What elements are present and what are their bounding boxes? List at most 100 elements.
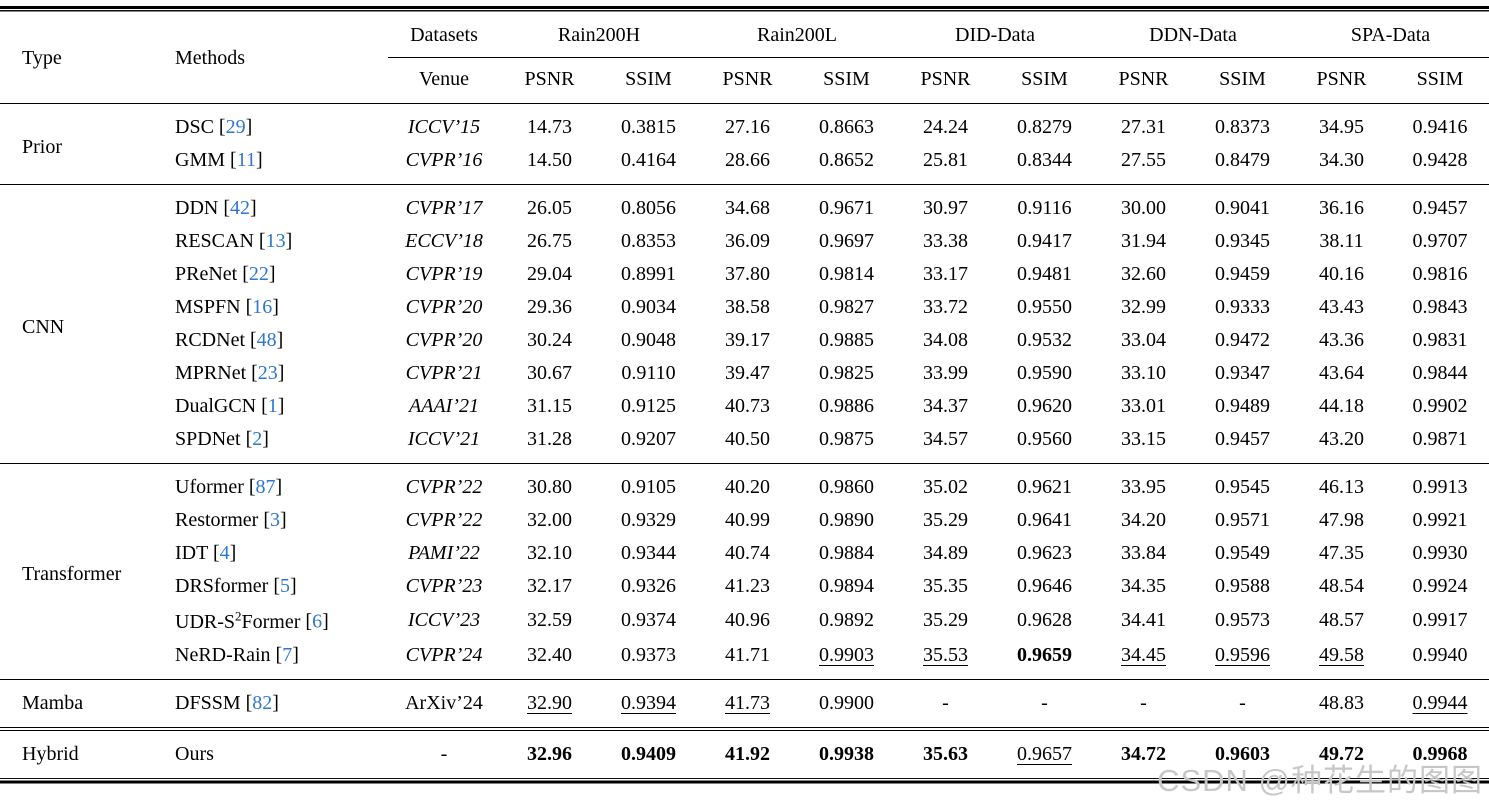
metric-cell: 0.9041 <box>1193 184 1292 225</box>
metric-value: 0.4164 <box>621 149 676 171</box>
table-row: DRSformer [5] CVPR’23 32.17 0.9326 41.23 0.98… <box>0 570 1489 603</box>
citation-link[interactable]: 11 <box>236 149 256 171</box>
metric-value: 0.9110 <box>621 362 676 384</box>
metric-cell: 40.50 <box>698 423 797 464</box>
metric-value: 30.24 <box>527 329 572 351</box>
citation-link[interactable]: 7 <box>282 643 293 666</box>
metric-value: 0.9844 <box>1412 362 1468 384</box>
table-top-rule <box>0 6 1489 12</box>
table-row: Restormer [3] CVPR’22 32.00 0.9329 40.99 0.98… <box>0 504 1489 537</box>
metric-cell: 39.47 <box>698 357 797 390</box>
metric-value: 32.10 <box>527 542 572 564</box>
metric-cell: 0.9550 <box>995 291 1094 324</box>
metric-value: 0.9333 <box>1215 296 1270 318</box>
table-row: DualGCN [1] AAAI’21 31.15 0.9125 40.73 0.9886… <box>0 390 1489 423</box>
results-table-container: Type Methods Datasets Rain200H Rain200L … <box>0 6 1489 784</box>
citation-link[interactable]: 13 <box>265 230 286 252</box>
header-psnr: PSNR <box>500 57 599 104</box>
metric-value: 0.9048 <box>621 329 676 351</box>
venue-cell: CVPR’20 <box>405 296 483 318</box>
header-dataset-rain200h: Rain200H <box>500 12 698 58</box>
metric-cell: 39.17 <box>698 324 797 357</box>
metric-cell: 25.81 <box>896 144 995 185</box>
metric-value: 0.9884 <box>819 542 874 564</box>
metric-cell: 31.28 <box>500 423 599 464</box>
metric-cell: 0.9489 <box>1193 390 1292 423</box>
metric-value: 0.9125 <box>621 395 676 417</box>
table-row: RESCAN [13] ECCV’18 26.75 0.8353 36.09 0.9697… <box>0 225 1489 258</box>
citation-link[interactable]: 5 <box>280 575 290 597</box>
venue-cell: CVPR’21 <box>405 362 483 384</box>
citation-link[interactable]: 16 <box>252 296 273 318</box>
metric-cell: 34.72 <box>1094 726 1193 778</box>
method-cell: DDN [42] <box>150 184 388 225</box>
metric-value: 0.9697 <box>819 230 874 252</box>
group-hybrid: Hybrid Ours - 32.96 0.9409 41.92 0.9938 35.63 0.… <box>0 726 1489 778</box>
citation-link[interactable]: 29 <box>225 116 246 138</box>
citation-link[interactable]: 48 <box>256 329 277 351</box>
metric-cell: 0.9843 <box>1391 291 1489 324</box>
metric-value: 0.9628 <box>1017 609 1072 632</box>
metric-cell: 0.8344 <box>995 144 1094 185</box>
metric-cell: 29.36 <box>500 291 599 324</box>
metric-cell: 41.73 <box>698 678 797 729</box>
metric-cell: 0.9884 <box>797 537 896 570</box>
type-cell: Prior <box>22 136 62 158</box>
method-name: MPRNet <box>175 362 247 384</box>
method-name: DSC <box>175 116 214 138</box>
venue-cell: CVPR’16 <box>405 149 483 171</box>
metric-cell: 0.9590 <box>995 357 1094 390</box>
metric-cell: 48.54 <box>1292 570 1391 603</box>
metric-value: 0.9938 <box>819 742 874 765</box>
metric-value: 48.54 <box>1319 575 1364 597</box>
metric-cell: 32.40 <box>500 639 599 680</box>
metric-cell: 0.8479 <box>1193 144 1292 185</box>
metric-cell: 0.9588 <box>1193 570 1292 603</box>
metric-cell: 36.09 <box>698 225 797 258</box>
citation-link[interactable]: 1 <box>267 395 278 417</box>
metric-cell: 0.9968 <box>1391 726 1489 778</box>
table-row: NeRD-Rain [7] CVPR’24 32.40 0.9373 41.71 0.99… <box>0 639 1489 680</box>
method-cell: IDT [4] <box>175 542 237 564</box>
metric-value: 32.17 <box>527 575 572 597</box>
metric-value: 0.9816 <box>1412 263 1468 285</box>
metric-value: 33.01 <box>1121 395 1166 417</box>
citation-link[interactable]: 22 <box>248 263 269 285</box>
metric-cell: 32.99 <box>1094 291 1193 324</box>
citation-link[interactable]: 42 <box>230 197 251 219</box>
metric-value: 33.84 <box>1121 542 1166 564</box>
metric-value: 41.71 <box>725 643 770 666</box>
metric-cell: 0.9034 <box>599 291 698 324</box>
metric-value: 0.9671 <box>819 197 874 219</box>
citation-link[interactable]: 3 <box>269 509 280 531</box>
metric-value: 0.9207 <box>621 428 676 450</box>
metric-value: 37.80 <box>725 263 770 285</box>
venue-cell: CVPR’17 <box>388 184 500 225</box>
metric-value: 0.9892 <box>819 609 874 632</box>
citation-link[interactable]: 23 <box>257 362 278 384</box>
metric-value: 33.99 <box>923 362 968 384</box>
metric-cell: 0.9459 <box>1193 258 1292 291</box>
method-name: RCDNet <box>175 329 245 351</box>
citation-link[interactable]: 2 <box>252 428 263 450</box>
metric-value: 32.59 <box>527 609 572 632</box>
method-cell: UDR-S2Former [6] <box>175 608 329 633</box>
table-header: Type Methods Datasets Rain200H Rain200L … <box>0 12 1489 104</box>
metric-cell: 0.9860 <box>797 463 896 504</box>
method-name: GMM <box>175 149 226 171</box>
metric-cell: 0.9885 <box>797 324 896 357</box>
citation-link[interactable]: 4 <box>219 542 230 564</box>
metric-value: 34.72 <box>1121 742 1166 765</box>
metric-cell: 0.9125 <box>599 390 698 423</box>
metric-value: 0.9707 <box>1412 230 1468 252</box>
metric-value: 0.9825 <box>819 362 874 384</box>
metric-value: 30.97 <box>923 197 968 219</box>
citation-link[interactable]: 82 <box>252 691 273 714</box>
metric-cell: 34.20 <box>1094 504 1193 537</box>
method-name: NeRD-Rain <box>175 643 271 666</box>
citation-link[interactable]: 6 <box>312 610 323 633</box>
method-cell: RCDNet [48] <box>175 329 284 351</box>
superscript: 2 <box>235 608 242 623</box>
metric-cell: 0.9116 <box>995 184 1094 225</box>
citation-link[interactable]: 87 <box>255 476 276 498</box>
